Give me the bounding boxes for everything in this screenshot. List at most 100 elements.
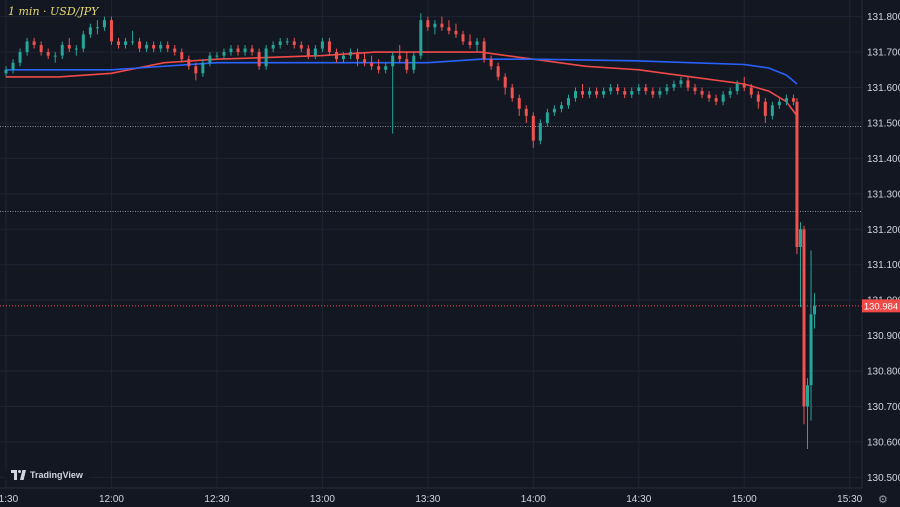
candle-body (426, 20, 430, 28)
candle-body (159, 44, 163, 49)
candle-body (588, 91, 592, 95)
time-tick-label: 14:00 (521, 494, 546, 505)
price-tick-label: 131.400 (867, 154, 900, 165)
candle-body (763, 101, 767, 116)
candle-body (25, 41, 29, 53)
candle-body (806, 385, 810, 407)
candle-body (166, 44, 170, 49)
candle-body (116, 41, 120, 45)
candle-body (447, 27, 451, 31)
candle-body (419, 20, 423, 56)
candle-body (236, 48, 240, 53)
candle-body (356, 52, 360, 60)
candle-body (795, 101, 799, 247)
candle-body (686, 80, 690, 88)
candle-body (384, 66, 388, 70)
price-tick-label: 130.700 (867, 402, 900, 413)
candle-body (524, 108, 528, 116)
price-tick-label: 131.600 (867, 83, 900, 94)
candle-body (802, 229, 806, 407)
candle-body (609, 87, 613, 92)
candle-body (644, 87, 648, 92)
candle-body (187, 59, 191, 67)
candle-body (679, 80, 683, 84)
candle-body (461, 34, 465, 42)
price-tick-label: 131.100 (867, 260, 900, 271)
candle-body (777, 101, 781, 106)
tradingview-logo-icon (11, 470, 26, 480)
candle-body (173, 48, 177, 53)
candle-body (215, 55, 219, 57)
candle-body (194, 66, 198, 74)
candle-body (257, 52, 261, 67)
moving-averages (6, 51, 798, 117)
candle-body (363, 59, 367, 63)
candle-body (201, 62, 205, 74)
time-tick-label: 11:30 (0, 494, 19, 505)
candle-body (81, 34, 85, 49)
time-axis[interactable]: 11:30 12:00 12:30 13:00 13:30 14:00 14:30 15:00… (0, 494, 863, 505)
candle-body (102, 20, 106, 28)
candle-body (341, 55, 345, 60)
candle-body (138, 41, 142, 49)
candle-body (517, 98, 521, 109)
candle-body (433, 23, 437, 28)
candle-body (552, 108, 556, 113)
price-tick-label: 131.700 (867, 48, 900, 59)
candle-body (299, 44, 303, 49)
candles (4, 13, 817, 450)
candle-body (756, 94, 760, 102)
last-price-label: 130.984 (862, 299, 900, 313)
candle-body (573, 91, 577, 99)
candle-body (809, 314, 813, 386)
time-tick-label: 12:30 (204, 494, 229, 505)
candle-body (229, 48, 233, 53)
candle-body (503, 76, 507, 88)
price-tick-label: 130.900 (867, 331, 900, 342)
moving-average-blue (6, 58, 798, 85)
candle-body (707, 94, 711, 99)
candle-body (327, 41, 331, 53)
price-tick-label: 131.300 (867, 189, 900, 200)
candle-body (798, 229, 802, 247)
candle-body (398, 55, 402, 60)
candle-body (67, 44, 71, 49)
candle-body (370, 62, 374, 67)
candle-body (250, 48, 254, 53)
candle-body (60, 44, 64, 56)
price-tick-label: 130.800 (867, 367, 900, 378)
candle-body (616, 87, 620, 92)
candle-body (285, 41, 289, 43)
candle-body (124, 41, 128, 45)
candle-body (489, 59, 493, 67)
candle-body (566, 98, 570, 106)
candle-body (243, 48, 247, 53)
price-axis[interactable]: 131.800 131.700 131.600 131.500 131.400 131.3… (867, 12, 900, 484)
candle-body (784, 98, 788, 102)
gear-icon[interactable]: ⚙ (878, 494, 888, 506)
candle-body (292, 41, 296, 45)
tradingview-logo[interactable]: TradingView (5, 465, 89, 485)
candle-body (468, 41, 472, 45)
price-tick-label: 131.800 (867, 12, 900, 23)
candle-body (95, 27, 99, 29)
candle-body (637, 87, 641, 92)
candle-body (278, 41, 282, 45)
time-tick-label: 15:00 (732, 494, 757, 505)
candle-body (208, 55, 212, 63)
candle-body (152, 44, 156, 49)
candle-body (440, 23, 444, 28)
chart-title: 1 min · USD/JPY (8, 5, 99, 18)
candle-body (349, 52, 353, 56)
last-price-value: 130.984 (864, 301, 898, 312)
candle-body (18, 52, 22, 63)
candle-body (791, 98, 795, 102)
candle-body (222, 52, 226, 56)
candle-body (306, 48, 310, 56)
candle-body (728, 91, 732, 95)
candle-body (320, 41, 324, 49)
candle-body (39, 44, 43, 53)
candle-body (264, 48, 268, 67)
moving-average-red (6, 51, 798, 117)
